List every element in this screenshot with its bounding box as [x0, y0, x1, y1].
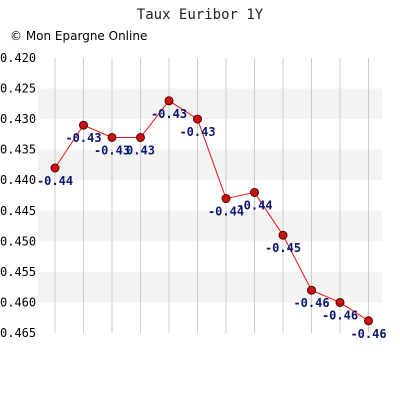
plot-grid	[54, 58, 369, 333]
data-point	[164, 96, 174, 106]
data-label: -0.43	[94, 143, 130, 157]
data-label: -0.46	[322, 308, 358, 322]
y-tick-label: 0.440	[0, 173, 36, 187]
data-label: -0.46	[293, 296, 329, 310]
data-point	[250, 187, 259, 197]
data-label: -0.44	[236, 198, 272, 212]
y-tick-label: 0.425	[0, 82, 36, 96]
data-point	[221, 194, 231, 204]
data-point	[136, 132, 145, 142]
y-tick-label: 0.450	[0, 234, 36, 248]
plot-bands	[38, 88, 382, 303]
data-label: -0.43	[65, 131, 101, 145]
data-point	[278, 230, 288, 240]
y-tick-label: 0.445	[0, 204, 36, 218]
grid-band	[38, 210, 382, 242]
grid-band	[38, 271, 382, 303]
y-tick-label: 0.455	[0, 265, 36, 279]
grid-band	[38, 88, 382, 120]
y-tick-label: 0.465	[0, 326, 36, 340]
y-tick-label: 0.435	[0, 143, 36, 157]
data-point	[307, 285, 316, 295]
data-label: -0.45	[265, 241, 301, 255]
data-label: 0.43	[126, 143, 155, 157]
data-point	[50, 163, 60, 173]
data-point	[193, 114, 202, 124]
data-series	[50, 96, 373, 326]
data-labels: -0.44-0.43-0.430.43-0.43-0.43-0.44-0.44-…	[37, 107, 387, 341]
data-point	[364, 316, 373, 326]
data-point	[107, 132, 117, 142]
data-label: -0.46	[350, 327, 386, 341]
y-tick-label: 0.430	[0, 112, 36, 126]
data-label: -0.44	[208, 205, 244, 219]
data-point	[79, 120, 88, 130]
data-label: -0.44	[37, 174, 73, 188]
y-tick-label: 0.420	[0, 51, 36, 65]
y-tick-label: 0.460	[0, 295, 36, 309]
data-label: -0.43	[179, 125, 215, 139]
chart-title: Taux Euribor 1Y	[137, 7, 264, 23]
data-label: -0.43	[151, 107, 187, 121]
copyright-notice: © Mon Epargne Online	[10, 29, 147, 43]
data-point	[335, 297, 345, 307]
y-axis: 0.420 0.425 0.430 0.435 0.440 0.445 0.450 0.455…	[0, 51, 36, 340]
series-line	[54, 100, 369, 322]
